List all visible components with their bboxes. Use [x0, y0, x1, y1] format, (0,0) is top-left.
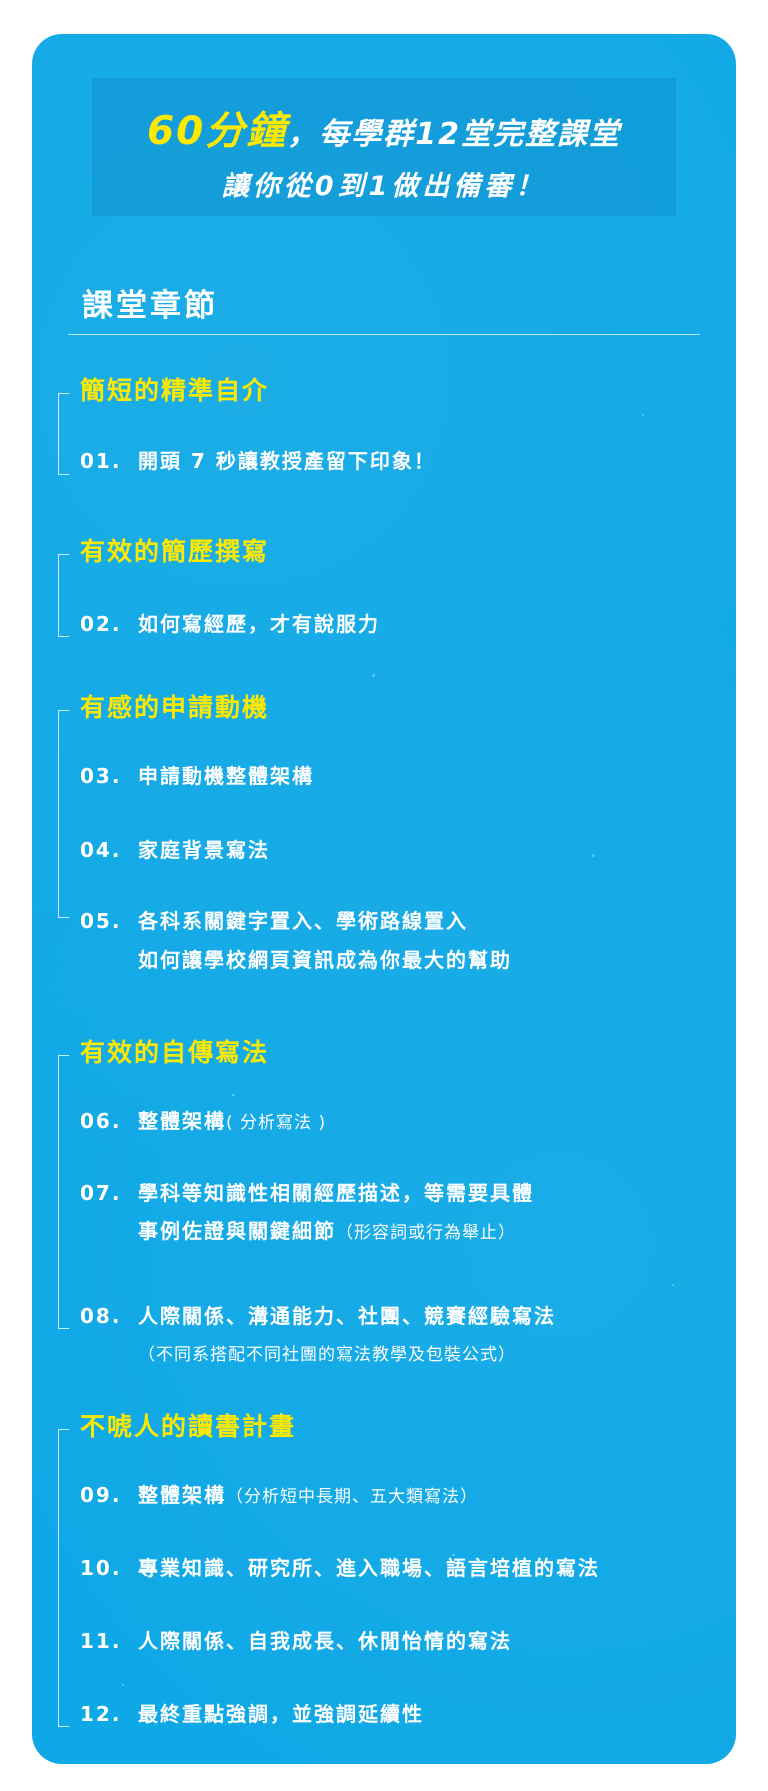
texture-speck [642, 414, 644, 416]
chapter-note: （形容詞或行為舉止） [336, 1223, 516, 1243]
texture-speck [372, 674, 375, 677]
course-card: 60分鐘，每學群12堂完整課堂 讓你從0到1做出備審！ 課堂章節 簡短的精準自介… [32, 34, 736, 1764]
section-title: 有效的自傳寫法 [80, 1038, 270, 1067]
texture-speck [122, 1684, 124, 1686]
section-bracket [58, 710, 69, 918]
chapter-number: 12. [80, 1702, 122, 1726]
chapter-number: 01. [80, 449, 122, 473]
chapter-text-continuation: 如何讓學校網頁資訊成為你最大的幫助 [138, 948, 512, 972]
chapter-text-continuation: 事例佐證與關鍵細節（形容詞或行為舉止） [138, 1215, 516, 1244]
chapter-note: ( 分析寫法 ) [226, 1113, 327, 1133]
chapter-item: 04. 家庭背景寫法 [80, 834, 270, 863]
chapter-note: （分析短中長期、五大類寫法） [226, 1487, 478, 1507]
chapter-item: 01. 開頭 7 秒讓教授產留下印象！ [80, 445, 436, 474]
chapter-number: 07. [80, 1181, 122, 1205]
texture-speck [152, 454, 155, 456]
chapter-text: 申請動機整體架構 [138, 764, 314, 788]
hero-banner: 60分鐘，每學群12堂完整課堂 讓你從0到1做出備審！ [92, 78, 676, 216]
chapter-number: 11. [80, 1629, 122, 1653]
chapter-number: 05. [80, 909, 122, 933]
texture-speck [452, 1554, 455, 1556]
chapter-item: 07. 學科等知識性相關經歷描述，等需要具體 [80, 1177, 534, 1206]
chapter-number: 08. [80, 1304, 122, 1328]
chapter-text: 人際關係、自我成長、休閒怡情的寫法 [138, 1629, 512, 1653]
texture-speck [592, 854, 594, 857]
chapter-item: 09. 整體架構（分析短中長期、五大類寫法） [80, 1479, 478, 1508]
chapter-text: 各科系關鍵字置入、學術路線置入 [138, 909, 468, 933]
texture-speck [232, 1094, 235, 1096]
chapter-text: 家庭背景寫法 [138, 838, 270, 862]
section-bracket [58, 1055, 69, 1329]
chapter-number: 02. [80, 612, 122, 636]
chapter-text: 人際關係、溝通能力、社團、競賽經驗寫法 [138, 1304, 556, 1328]
chapter-number: 09. [80, 1483, 122, 1507]
chapter-text: 整體架構 [138, 1109, 226, 1133]
section-bracket [58, 1429, 69, 1727]
chapter-item: 05. 各科系關鍵字置入、學術路線置入 [80, 905, 468, 934]
divider [68, 334, 700, 335]
hero-subheadline: 讓你從0到1做出備審！ [221, 171, 547, 202]
texture-speck [672, 1284, 674, 1286]
section-title: 有效的簡歷撰寫 [80, 537, 270, 566]
chapter-text: 學科等知識性相關經歷描述，等需要具體 [138, 1181, 534, 1205]
chapters-heading: 課堂章節 [82, 288, 218, 324]
chapter-note: （不同系搭配不同社團的寫法教學及包裝公式） [138, 1345, 516, 1365]
chapter-text: 專業知識、研究所、進入職場、語言培植的寫法 [138, 1556, 600, 1580]
section-title: 有感的申請動機 [80, 693, 270, 722]
chapter-item: 12. 最終重點強調，並強調延續性 [80, 1698, 424, 1727]
section-title: 不唬人的讀書計畫 [80, 1412, 297, 1441]
chapter-item: 11. 人際關係、自我成長、休閒怡情的寫法 [80, 1625, 512, 1654]
chapter-item: 08. 人際關係、溝通能力、社團、競賽經驗寫法 [80, 1300, 556, 1329]
chapter-text-line2: 事例佐證與關鍵細節 [138, 1219, 336, 1243]
hero-accent-text: 60分鐘 [146, 109, 288, 154]
chapter-text: 最終重點強調，並強調延續性 [138, 1702, 424, 1726]
chapter-number: 06. [80, 1109, 122, 1133]
chapter-text: 開頭 7 秒讓教授產留下印象！ [138, 449, 436, 473]
hero-headline-rest: ，每學群12堂完整課堂 [287, 117, 622, 152]
chapter-text: 如何寫經歷，才有說服力 [138, 612, 380, 636]
chapter-number: 04. [80, 838, 122, 862]
chapter-number: 10. [80, 1556, 122, 1580]
chapter-text: 整體架構 [138, 1483, 226, 1507]
hero-headline: 60分鐘，每學群12堂完整課堂 [92, 100, 676, 156]
chapter-item: 02. 如何寫經歷，才有說服力 [80, 608, 380, 637]
chapter-item: 03. 申請動機整體架構 [80, 760, 314, 789]
section-title: 簡短的精準自介 [80, 376, 270, 405]
section-bracket [58, 554, 69, 637]
chapter-item: 06. 整體架構( 分析寫法 ) [80, 1105, 326, 1134]
chapter-item: 10. 專業知識、研究所、進入職場、語言培植的寫法 [80, 1552, 600, 1581]
section-bracket [58, 393, 69, 475]
chapter-number: 03. [80, 764, 122, 788]
